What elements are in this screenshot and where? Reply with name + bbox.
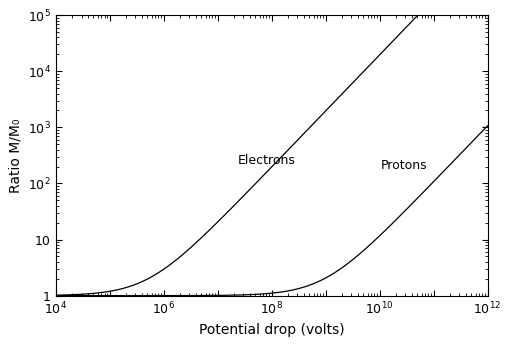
Text: Protons: Protons [380,159,427,172]
Y-axis label: Ratio M/M₀: Ratio M/M₀ [8,118,22,193]
Text: Electrons: Electrons [237,154,295,167]
X-axis label: Potential drop (volts): Potential drop (volts) [199,323,344,337]
